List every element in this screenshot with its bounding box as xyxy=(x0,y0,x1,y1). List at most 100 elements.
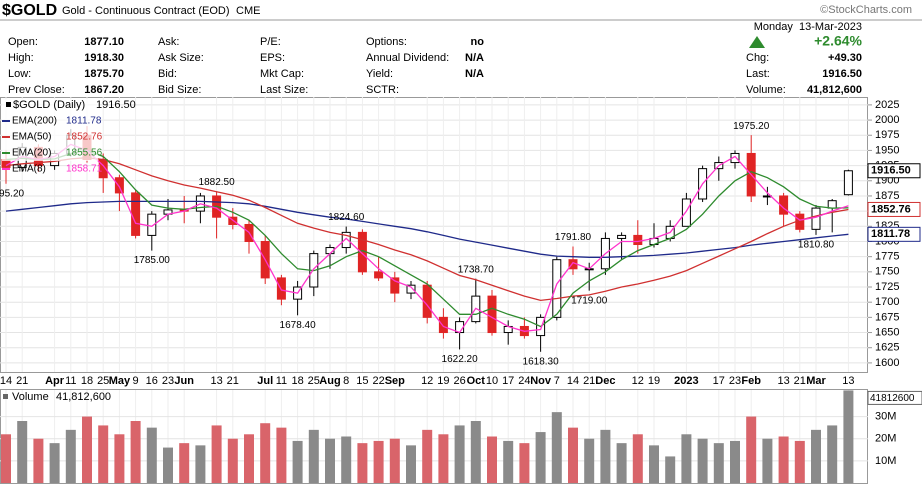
x-tick-label: 18 xyxy=(81,375,93,387)
quote-date: Monday 13-Mar-2023 xyxy=(754,21,862,33)
annotation: 1738.70 xyxy=(458,264,495,275)
x-tick-label: 11 xyxy=(276,375,287,387)
x-tick-label: Nov xyxy=(530,375,552,387)
x-tick-label: 9 xyxy=(133,375,139,387)
annotation: 1791.80 xyxy=(555,232,592,243)
price-tag xyxy=(867,226,921,242)
volume-bar xyxy=(632,434,643,483)
volume-bar xyxy=(827,425,838,483)
candle-body xyxy=(390,277,400,294)
field-label: Options: xyxy=(366,36,407,48)
legend-label: EMA(8) xyxy=(12,164,46,175)
legend-value: 1855.56 xyxy=(66,148,103,159)
candle-body xyxy=(633,234,643,246)
annotation: 1622.20 xyxy=(442,354,479,365)
price-tag xyxy=(867,201,921,217)
x-tick-label: 21 xyxy=(583,375,595,387)
x-tick-label: 17 xyxy=(502,375,514,387)
legend-label: EMA(50) xyxy=(12,132,51,143)
x-tick-label: 15 xyxy=(356,375,368,387)
x-tick-label: Aug xyxy=(319,375,340,387)
x-tick-label: 26 xyxy=(453,375,465,387)
volume-bar xyxy=(681,434,692,483)
field-value: 1867.20 xyxy=(84,84,124,96)
x-tick-label: 21 xyxy=(16,375,28,387)
x-tick-label: 11 xyxy=(65,375,76,387)
legend-value: 41,812,600 xyxy=(56,391,111,403)
field-value: 1875.70 xyxy=(84,68,124,80)
candle-body xyxy=(276,277,286,300)
candle-body xyxy=(681,198,691,227)
candle-body xyxy=(827,200,837,209)
volume-bar xyxy=(98,425,109,483)
x-tick-label: 13 xyxy=(210,375,222,387)
volume-bar xyxy=(227,438,238,483)
annotation: 1678.40 xyxy=(280,320,317,331)
y-tick-label: 2000 xyxy=(875,114,899,126)
field-value: N/A xyxy=(465,52,484,64)
volume-bar xyxy=(195,445,206,483)
volume-bar xyxy=(211,425,222,483)
x-tick-label: 7 xyxy=(554,375,560,387)
x-tick-label: 12 xyxy=(421,375,433,387)
y-tick-label: 1675 xyxy=(875,311,899,323)
volume-bar xyxy=(276,427,287,483)
x-tick-label: Jun xyxy=(174,375,194,387)
volume-bar xyxy=(373,440,384,483)
legend-bg xyxy=(2,99,98,161)
x-tick-label: 14 xyxy=(567,375,579,387)
price-tag-label: 1916.50 xyxy=(871,165,911,177)
symbol: $GOLD xyxy=(2,2,57,19)
volume-bar xyxy=(179,443,190,483)
annotation: 1975.20 xyxy=(733,121,770,132)
volume-bar xyxy=(82,416,92,483)
legend-value: 1858.71 xyxy=(66,164,103,175)
legend-swatch xyxy=(3,394,8,399)
volume-tag-label: 41812600 xyxy=(870,393,915,404)
field-label: Yield: xyxy=(366,68,393,80)
x-tick-label: 2023 xyxy=(674,375,698,387)
x-tick-label: 25 xyxy=(308,375,320,387)
volume-bar xyxy=(584,438,595,483)
volume-bar xyxy=(260,423,271,483)
annotation: 1882.50 xyxy=(199,177,236,188)
y-tick-label: 1700 xyxy=(875,296,899,308)
annotation: 1824.60 xyxy=(328,212,365,223)
volume-bar xyxy=(163,447,173,483)
field-value: no xyxy=(471,36,485,48)
volume-bar xyxy=(551,412,562,483)
x-tick-label: 21 xyxy=(794,375,806,387)
x-tick-label: 22 xyxy=(372,375,384,387)
field-label: Ask Size: xyxy=(158,52,204,64)
volume-bar xyxy=(794,440,805,483)
x-tick-label: 24 xyxy=(518,375,530,387)
legend-value: 1811.78 xyxy=(66,116,102,127)
y-tick-label: 1725 xyxy=(875,281,899,293)
y-tick-label: 1875 xyxy=(875,190,899,202)
field-value: +49.30 xyxy=(828,52,862,64)
candle-body xyxy=(843,170,853,196)
legend-value: 1852.76 xyxy=(66,132,103,143)
volume-bar xyxy=(146,427,157,483)
price-frame xyxy=(0,97,868,373)
candle-body xyxy=(438,316,448,334)
field-label: Open: xyxy=(8,36,38,48)
x-tick-label: 10 xyxy=(486,375,498,387)
field-label: Ask: xyxy=(158,36,179,48)
annotation: 1719.00 xyxy=(571,295,608,306)
x-tick-label: 12 xyxy=(632,375,644,387)
x-tick-label: 16 xyxy=(146,375,158,387)
y-tick-label: 1625 xyxy=(875,342,899,354)
x-tick-label: 8 xyxy=(343,375,349,387)
x-tick-label: Dec xyxy=(595,375,615,387)
y-tick-label: 1600 xyxy=(875,357,899,369)
volume-bar xyxy=(244,434,254,483)
volume-bar xyxy=(519,443,530,483)
field-label: Annual Dividend: xyxy=(366,52,449,64)
volume-bar xyxy=(130,421,141,483)
volume-bar xyxy=(713,443,724,483)
x-tick-label: 23 xyxy=(729,375,741,387)
field-value: +2.64% xyxy=(814,33,862,49)
y-tick-label: 1775 xyxy=(875,251,899,263)
field-label: EPS: xyxy=(260,52,285,64)
